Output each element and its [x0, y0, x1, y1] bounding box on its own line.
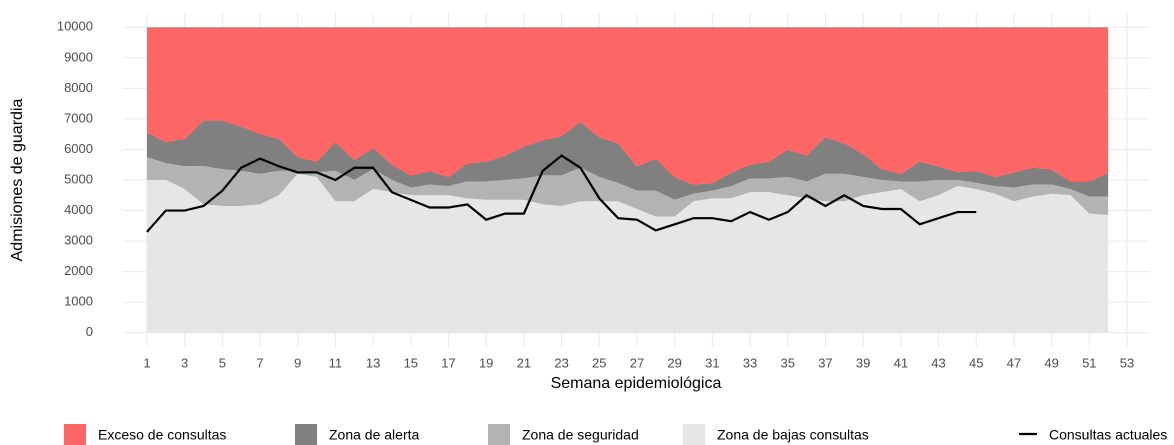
y-tick-label: 4000 — [64, 202, 93, 217]
x-tick-label: 15 — [404, 355, 418, 370]
area — [146, 173, 1109, 333]
y-tick-label: 1000 — [64, 294, 93, 309]
y-tick-label: 2000 — [64, 263, 93, 278]
y-tick-label: 0 — [86, 324, 93, 339]
x-tick-label: 13 — [366, 355, 380, 370]
x-tick-label: 33 — [743, 355, 757, 370]
legend-label: Consultas actuales — [1049, 427, 1167, 443]
y-tick-label: 6000 — [64, 141, 93, 156]
area — [146, 157, 1109, 217]
x-tick-label: 5 — [219, 355, 226, 370]
legend-key — [64, 424, 86, 445]
line — [146, 154, 977, 233]
x-tick-label: 3 — [181, 355, 188, 370]
legend-label: Zona de bajas consultas — [717, 427, 869, 443]
y-axis-title: Admisiones de guardia — [9, 99, 26, 262]
x-axis-title: Semana epidemiológica — [551, 375, 722, 392]
x-tick-label: 7 — [256, 355, 263, 370]
legend-key — [488, 424, 510, 445]
y-tick-label: 3000 — [64, 233, 93, 248]
legend-label: Zona de seguridad — [522, 427, 639, 443]
x-tick-label: 51 — [1082, 355, 1096, 370]
x-tick-label: 31 — [705, 355, 719, 370]
x-tick-label: 49 — [1044, 355, 1058, 370]
x-tick-label: 39 — [856, 355, 870, 370]
x-tick-label: 53 — [1120, 355, 1134, 370]
x-tick-label: 43 — [931, 355, 945, 370]
x-tick-label: 41 — [894, 355, 908, 370]
x-tick-label: 29 — [667, 355, 681, 370]
y-tick-label: 8000 — [64, 80, 93, 95]
legend-label: Zona de alerta — [329, 427, 419, 443]
marks — [146, 27, 1109, 333]
y-tick-label: 7000 — [64, 110, 93, 125]
x-tick-label: 17 — [441, 355, 455, 370]
area — [146, 120, 1109, 200]
area — [146, 27, 1109, 185]
x-tick-label: 23 — [554, 355, 568, 370]
x-tick-label: 45 — [969, 355, 983, 370]
legend-key — [295, 424, 317, 445]
x-tick-label: 47 — [1007, 355, 1021, 370]
x-tick-label: 9 — [294, 355, 301, 370]
x-tick-label: 21 — [517, 355, 531, 370]
legend-key — [683, 424, 705, 445]
x-tick-label: 1 — [143, 355, 150, 370]
x-tick-label: 27 — [630, 355, 644, 370]
x-tick-label: 25 — [592, 355, 606, 370]
x-tick-label: 37 — [818, 355, 832, 370]
x-tick-label: 35 — [781, 355, 795, 370]
y-tick-label: 9000 — [64, 49, 93, 64]
x-tick-label: 19 — [479, 355, 493, 370]
x-tick-label: 11 — [329, 355, 343, 370]
y-tick-label: 10000 — [57, 19, 93, 34]
y-tick-label: 5000 — [64, 171, 93, 186]
legend-label: Exceso de consultas — [98, 427, 226, 443]
